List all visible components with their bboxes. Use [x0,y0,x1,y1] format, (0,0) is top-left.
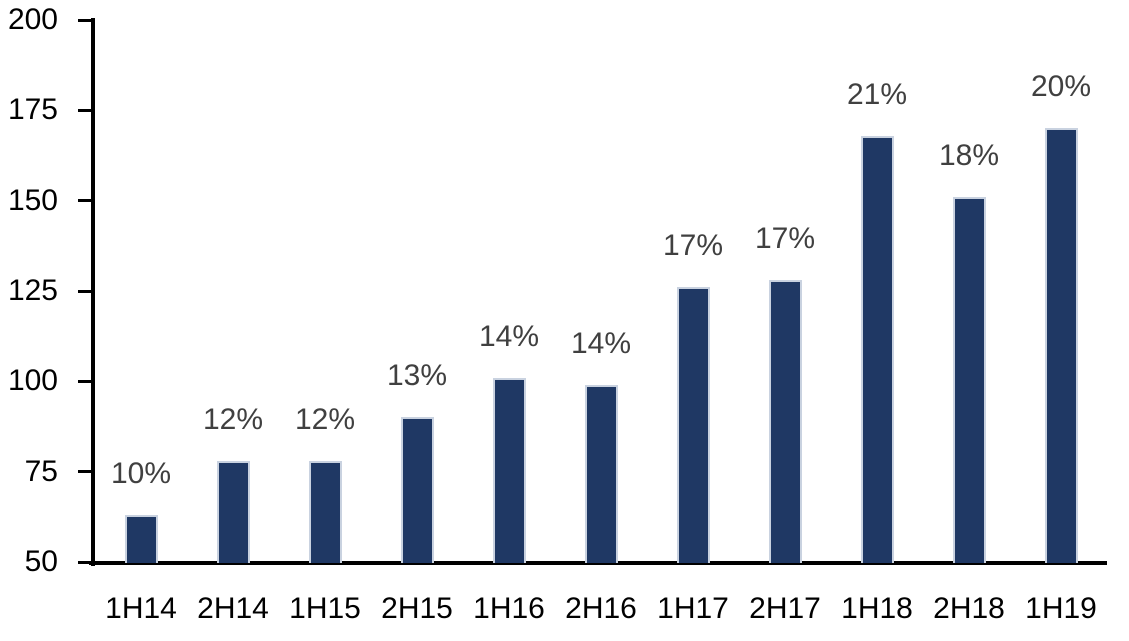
y-axis-line [91,18,95,566]
bar [308,460,342,563]
y-tick-label: 75 [24,454,58,488]
bar [1044,128,1078,563]
y-tick-mark [78,560,91,564]
y-tick-label: 200 [7,3,58,36]
y-tick-mark [78,379,91,383]
y-tick-label: 50 [24,545,58,578]
data-label: 14% [570,326,632,360]
x-tick-label: 2H14 [197,592,269,625]
data-label: 20% [1030,70,1092,104]
y-tick-label: 100 [7,364,58,398]
bar [400,417,434,563]
y-tick-label: 175 [7,93,58,127]
x-tick-label: 2H18 [933,592,1005,625]
data-label: 21% [846,77,908,111]
data-label: 12% [202,402,264,436]
x-tick-label: 1H14 [105,592,177,625]
bar [124,515,158,563]
bar [952,197,986,563]
y-tick-mark [78,18,91,22]
bar [860,135,894,563]
x-tick-label: 2H17 [749,592,821,625]
y-tick-mark [78,470,91,474]
bar [584,384,618,563]
y-tick-mark [78,199,91,203]
x-tick-label: 1H15 [289,592,361,625]
x-tick-label: 1H19 [1025,592,1097,625]
x-tick-label: 1H16 [473,592,545,625]
data-label: 17% [754,222,816,256]
x-axis-line [89,561,1107,565]
x-tick-label: 1H18 [841,592,913,625]
y-tick-mark [78,108,91,112]
bar [492,377,526,563]
y-tick-label: 125 [7,274,58,307]
data-label: 10% [110,457,172,491]
data-label: 12% [294,402,356,436]
data-label: 14% [478,319,540,353]
data-label: 18% [938,139,1000,173]
bar [768,280,802,563]
bar [676,287,710,563]
y-tick-mark [78,289,91,293]
x-tick-label: 2H15 [381,592,453,625]
bar [216,460,250,563]
x-tick-label: 2H16 [565,592,637,625]
data-label: 17% [662,229,724,263]
x-tick-label: 1H17 [657,592,729,625]
y-tick-label: 150 [7,183,58,217]
data-label: 13% [386,359,448,393]
